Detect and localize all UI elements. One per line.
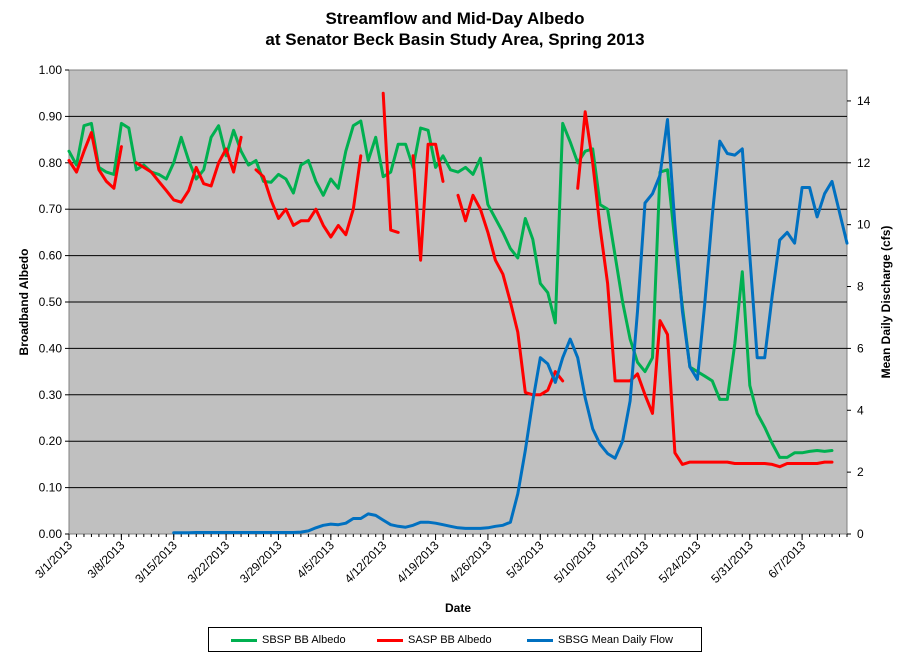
- y-right-tick-label: 2: [857, 465, 864, 479]
- y-right-tick-label: 14: [857, 94, 871, 108]
- series-line-2: [67, 131, 123, 190]
- y-right-tick-label: 12: [857, 156, 871, 170]
- x-tick-label: 5/31/2013: [708, 538, 756, 586]
- y-right-tick-label: 10: [857, 218, 871, 232]
- x-tick-label: 3/22/2013: [185, 538, 233, 586]
- x-axis-ticks: 3/1/2013 3/8/2013 3/15/2013 3/22/2013 3/29/2…: [32, 534, 848, 586]
- chart-title-line-1: Streamflow and Mid-Day Albedo: [325, 9, 585, 28]
- x-tick-label: 5/10/2013: [551, 538, 599, 586]
- x-tick-label: 5/17/2013: [603, 538, 651, 586]
- legend-label-sasp: SASP BB Albedo: [408, 634, 492, 646]
- x-tick-label: 4/5/2013: [294, 538, 337, 581]
- y-left-tick-label: 0.90: [39, 109, 63, 123]
- chart-svg: 0.00 0.10 0.20 0.30 0.40 0.50 0.60 0.70 0.80 0.90…: [17, 63, 893, 615]
- y-right-tick-label: 6: [857, 341, 864, 355]
- series-line-3: [172, 118, 849, 535]
- x-axis-label: Date: [445, 601, 471, 615]
- x-tick-label: 4/19/2013: [394, 538, 442, 586]
- legend-item-sasp: SASP BB Albedo: [377, 633, 492, 647]
- x-tick-label: 4/12/2013: [342, 538, 390, 586]
- series-line-2: [134, 135, 243, 204]
- x-tick-label: 3/8/2013: [85, 538, 128, 581]
- legend-label-sbsp: SBSP BB Albedo: [262, 634, 346, 646]
- x-tick-label: 3/15/2013: [132, 538, 180, 586]
- chart-title-line-2: at Senator Beck Basin Study Area, Spring…: [265, 30, 645, 49]
- y-axis-left-label: Broadband Albedo: [17, 249, 31, 356]
- series-layer: [67, 91, 849, 535]
- series-line-2: [456, 193, 565, 397]
- y-left-tick-label: 0.30: [39, 388, 63, 402]
- series-line-2: [381, 91, 400, 234]
- x-tick-label: 5/3/2013: [503, 538, 546, 581]
- legend: SBSP BB Albedo SASP BB Albedo SBSG Mean …: [208, 627, 702, 652]
- series-line-2: [254, 154, 363, 239]
- gridlines: [69, 115, 847, 489]
- y-left-tick-label: 0.60: [39, 249, 63, 263]
- legend-label-sbsg: SBSG Mean Daily Flow: [558, 634, 673, 646]
- x-tick-label: 4/26/2013: [446, 538, 494, 586]
- legend-item-sbsg: SBSG Mean Daily Flow: [527, 633, 673, 647]
- y-left-tick-label: 0.00: [39, 527, 63, 541]
- right-axis-ticks: 0 2 4 6 8 10 12 14: [847, 94, 871, 541]
- y-left-tick-label: 0.20: [39, 434, 63, 448]
- legend-item-sbsp: SBSP BB Albedo: [231, 633, 346, 647]
- y-right-tick-label: 0: [857, 527, 864, 541]
- y-left-tick-label: 0.40: [39, 341, 63, 355]
- x-tick-label: 6/7/2013: [765, 538, 808, 581]
- y-left-tick-label: 0.70: [39, 202, 63, 216]
- legend-swatch-sasp: [377, 638, 403, 642]
- chart-title: Streamflow and Mid-Day Albedo at Senator…: [0, 8, 910, 50]
- y-axis-right-label: Mean Daily Discharge (cfs): [879, 226, 893, 379]
- y-right-tick-label: 8: [857, 280, 864, 294]
- series-line-2: [411, 142, 445, 262]
- y-left-tick-label: 0.50: [39, 295, 63, 309]
- y-left-tick-label: 0.10: [39, 481, 63, 495]
- y-right-tick-label: 4: [857, 403, 864, 417]
- y-left-tick-label: 1.00: [39, 63, 63, 77]
- y-left-tick-label: 0.80: [39, 156, 63, 170]
- series-line-1: [67, 119, 834, 459]
- legend-swatch-sbsp: [231, 638, 257, 642]
- x-tick-label: 3/29/2013: [237, 538, 285, 586]
- x-tick-label: 3/1/2013: [32, 538, 75, 581]
- legend-swatch-sbsg: [527, 638, 553, 642]
- series-line-2: [576, 110, 834, 469]
- x-tick-label: 5/24/2013: [656, 538, 704, 586]
- left-axis-ticks: 0.00 0.10 0.20 0.30 0.40 0.50 0.60 0.70 0.80 0.90…: [39, 63, 69, 541]
